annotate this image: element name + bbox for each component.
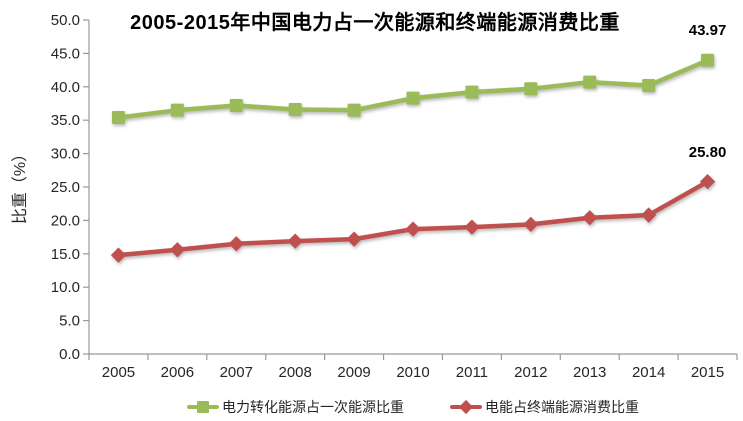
legend-label-end-use: 电能占终端能源消费比重 [485, 399, 639, 415]
x-tick-label: 2014 [632, 364, 665, 381]
series-line [116, 58, 710, 120]
data-point-diamond [110, 247, 127, 263]
data-point-diamond [464, 219, 480, 235]
y-tick-label: 45.0 [51, 45, 80, 62]
data-point-square [642, 78, 656, 92]
y-tick-label: 50.0 [51, 12, 80, 29]
y-tick-label: 40.0 [51, 79, 80, 96]
data-point-diamond [582, 210, 598, 226]
legend-diamond-marker-icon [450, 399, 482, 415]
data-point-diamond [699, 174, 716, 190]
x-tick-label: 2012 [514, 364, 547, 381]
data-point-square [406, 91, 420, 105]
data-label-2015-enduse: 25.80 [688, 143, 727, 161]
data-point-diamond [346, 231, 362, 247]
data-point-square [111, 111, 125, 125]
y-tick-label: 10.0 [51, 279, 80, 296]
y-tick-label: 25.0 [51, 179, 80, 196]
data-point-diamond [228, 236, 244, 252]
data-point-diamond [287, 233, 303, 249]
y-tick-label: 5.0 [59, 313, 80, 330]
chart-title: 2005-2015年中国电力占一次能源和终端能源消费比重 [130, 12, 620, 34]
x-tick-label: 2010 [396, 364, 429, 381]
data-point-square [288, 103, 302, 117]
series-square [111, 53, 715, 125]
legend-square-marker-icon [187, 400, 219, 414]
x-tick-label: 2005 [102, 364, 135, 381]
legend-item-primary-energy: 电力转化能源占一次能源比重 [187, 397, 404, 417]
x-tick-label: 2006 [161, 364, 194, 381]
legend-label-primary-energy: 电力转化能源占一次能源比重 [222, 399, 404, 415]
series-line [116, 179, 710, 258]
x-tick-label: 2009 [337, 364, 370, 381]
data-point-square [170, 103, 184, 117]
legend: 电力转化能源占一次能源比重 电能占终端能源消费比重 [89, 396, 737, 418]
x-tick-label: 2008 [278, 364, 311, 381]
legend-item-end-use: 电能占终端能源消费比重 [450, 397, 639, 417]
y-tick-label: 15.0 [51, 246, 80, 263]
series-diamond [110, 174, 716, 263]
y-tick-label: 35.0 [51, 112, 80, 129]
y-tick-label: 30.0 [51, 146, 80, 163]
data-point-square [583, 75, 597, 89]
data-point-diamond [169, 242, 186, 258]
data-point-square [229, 99, 243, 113]
x-tick-label: 2011 [456, 364, 488, 381]
x-tick-label: 2015 [691, 364, 724, 381]
data-point-diamond [523, 216, 539, 233]
data-point-square [465, 85, 479, 99]
data-label-2015-primary: 43.97 [688, 22, 727, 40]
x-tick-label: 2013 [573, 364, 606, 381]
data-point-diamond [405, 221, 421, 237]
y-tick-label: 20.0 [51, 212, 80, 229]
data-point-square [347, 103, 361, 117]
data-point-square [701, 53, 715, 67]
y-tick-label: 0.0 [59, 346, 80, 363]
x-tick-label: 2007 [220, 364, 253, 381]
data-point-square [524, 82, 538, 96]
